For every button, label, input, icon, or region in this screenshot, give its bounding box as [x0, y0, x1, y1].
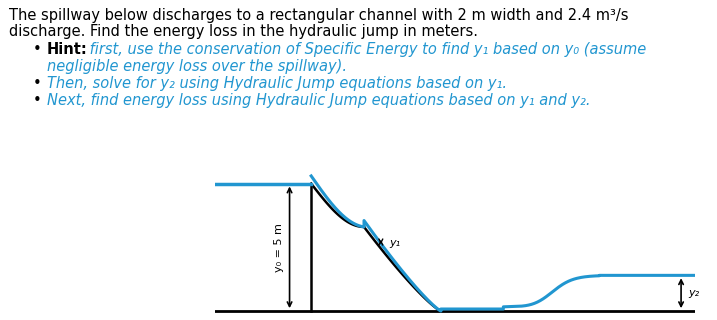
Text: y₁: y₁: [389, 238, 401, 248]
Text: •: •: [32, 76, 41, 91]
Text: first, use the conservation of Specific Energy to find y₁ based on y₀ (assume: first, use the conservation of Specific …: [85, 42, 647, 57]
Text: The spillway below discharges to a rectangular channel with 2 m width and 2.4 m³: The spillway below discharges to a recta…: [9, 8, 629, 23]
Text: y₀ = 5 m: y₀ = 5 m: [274, 223, 284, 272]
Text: Next, find energy loss using Hydraulic Jump equations based on y₁ and y₂.: Next, find energy loss using Hydraulic J…: [47, 93, 590, 108]
Text: •: •: [32, 42, 41, 57]
Text: •: •: [32, 93, 41, 108]
Text: Then, solve for y₂ using Hydraulic Jump equations based on y₁.: Then, solve for y₂ using Hydraulic Jump …: [47, 76, 507, 91]
Text: y₂: y₂: [688, 288, 699, 298]
Text: discharge. Find the energy loss in the hydraulic jump in meters.: discharge. Find the energy loss in the h…: [9, 24, 478, 39]
Text: Hint:: Hint:: [47, 42, 87, 57]
Text: negligible energy loss over the spillway).: negligible energy loss over the spillway…: [47, 59, 346, 74]
